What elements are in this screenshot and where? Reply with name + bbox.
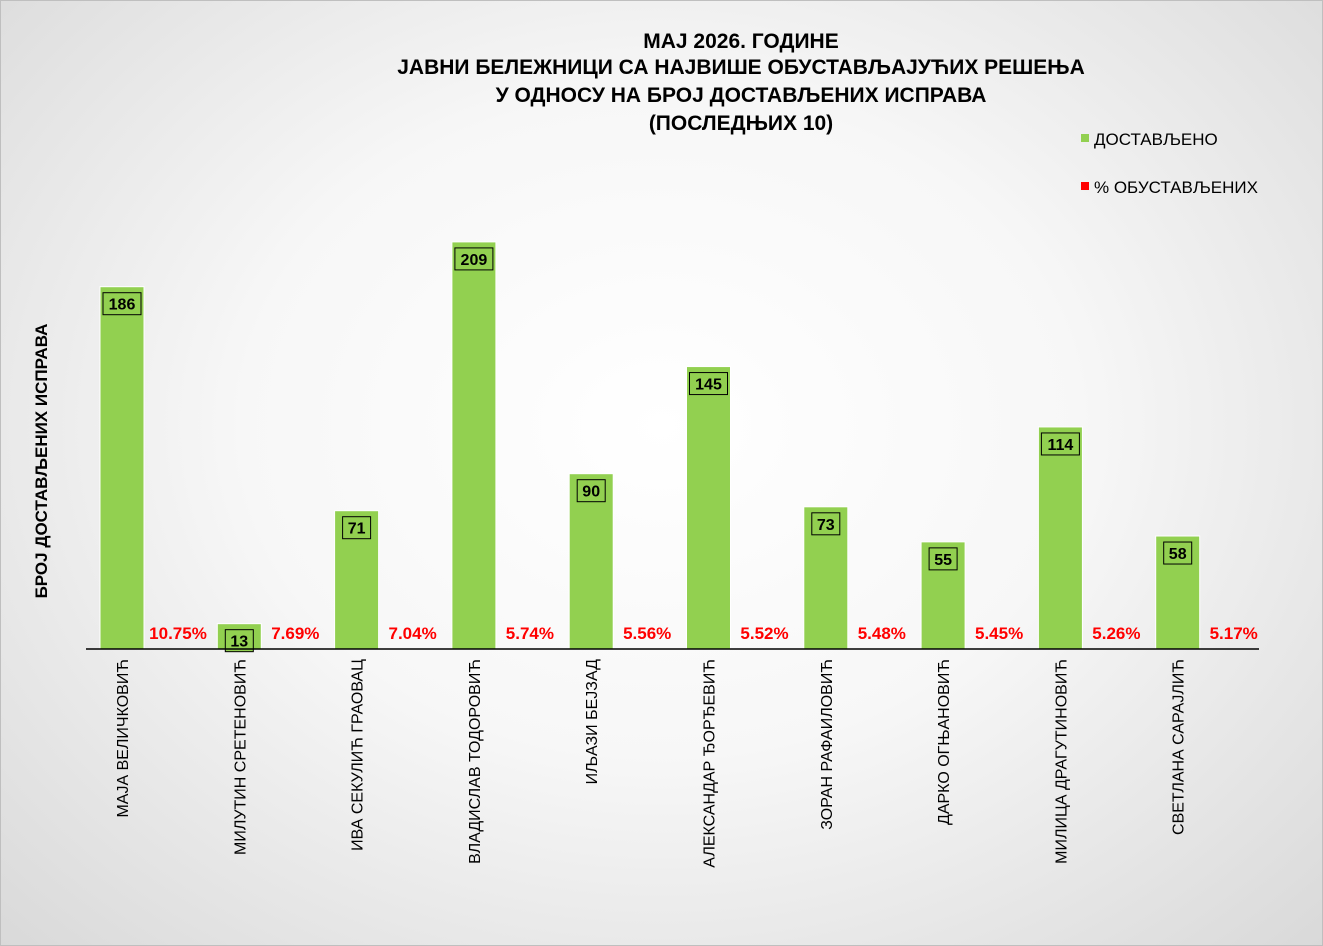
value-label-box — [102, 292, 142, 316]
category-label: ИЉАЗИ БЕЈЗАД — [584, 659, 601, 785]
percent-label: 5.17% — [1210, 624, 1258, 643]
legend-label-delivered: ДОСТАВЉЕНО — [1094, 130, 1218, 149]
value-label-box — [811, 512, 841, 536]
category-label: ДАРКО ОГЊАНОВИЋ — [936, 659, 953, 825]
y-axis-label: БРОЈ ДОСТАВЉЕНИХ ИСПРАВА — [32, 324, 51, 599]
bars-layer: 186 10.75% МАЈА ВЕЛИЧКОВИЋ 13 7.69% МИЛУТИН С… — [99, 241, 1258, 868]
value-label: 186 — [109, 297, 136, 314]
percent-label: 5.56% — [623, 624, 671, 643]
category-label: АЛЕКСАНДАР ЂОРЂЕВИЋ — [702, 659, 719, 868]
bar-delivered — [686, 366, 731, 650]
value-label: 71 — [348, 521, 366, 538]
category-label: ВЛАДИСЛАВ ТОДОРОВИЋ — [467, 659, 484, 864]
percent-label: 10.75% — [149, 624, 207, 643]
value-label: 55 — [934, 552, 952, 569]
percent-label: 5.74% — [506, 624, 554, 643]
percent-label: 5.45% — [975, 624, 1023, 643]
value-label: 114 — [1047, 437, 1073, 454]
value-label: 58 — [1169, 546, 1187, 563]
value-label-box — [689, 372, 728, 396]
value-label-box — [1163, 541, 1193, 565]
category-label: МАЈА ВЕЛИЧКОВИЋ — [115, 659, 132, 818]
category-label: МИЛИЦА ДРАГУТИНОВИЋ — [1053, 659, 1070, 864]
value-label: 209 — [461, 252, 488, 269]
percent-label: 5.52% — [740, 624, 788, 643]
value-label-box — [342, 516, 372, 540]
value-label-box — [454, 247, 494, 271]
legend: ДОСТАВЉЕНО % ОБУСТАВЉЕНИХ — [1081, 130, 1258, 197]
category-label: МИЛУТИН СРЕТЕНОВИЋ — [232, 659, 249, 855]
value-label: 13 — [230, 634, 248, 651]
percent-label: 7.04% — [388, 624, 436, 643]
value-label: 90 — [582, 484, 600, 501]
value-label-box — [1040, 432, 1080, 456]
bar-delivered — [1037, 426, 1083, 650]
percent-label: 5.26% — [1092, 624, 1140, 643]
value-label: 145 — [695, 377, 722, 394]
legend-swatch-delivered — [1081, 134, 1089, 142]
subtitle-line-3: (ПОСЛЕДЊИХ 10) — [649, 112, 833, 135]
category-label: ЗОРАН РАФАИЛОВИЋ — [819, 659, 836, 830]
chart-title: МАЈ 2026. ГОДИНЕ ЈАВНИ БЕЛЕЖНИЦИ СА НАЈВ… — [397, 30, 1085, 135]
percent-label: 7.69% — [271, 624, 319, 643]
percent-label: 5.48% — [858, 624, 906, 643]
category-label: СВЕТЛАНА САРАЈЛИЋ — [1171, 659, 1188, 835]
subtitle-line-2: У ОДНОСУ НА БРОЈ ДОСТАВЉЕНИХ ИСПРАВА — [496, 84, 987, 107]
bar-delivered — [451, 241, 497, 650]
value-label-box — [576, 479, 606, 503]
subtitle-line-1: ЈАВНИ БЕЛЕЖНИЦИ СА НАЈВИШЕ ОБУСТАВЉАЈУЋИ… — [397, 56, 1085, 79]
legend-swatch-suspended-pct — [1081, 182, 1089, 190]
value-label-box — [224, 629, 254, 653]
value-label: 73 — [817, 517, 835, 534]
title-line-1: МАЈ 2026. ГОДИНЕ — [643, 30, 838, 53]
bar-delivered — [99, 286, 145, 650]
value-label-box — [928, 547, 958, 571]
bar-delivered — [568, 473, 614, 650]
category-label: ИВА СЕКУЛИЋ ГРАОВАЦ — [350, 659, 367, 851]
legend-label-suspended-pct: % ОБУСТАВЉЕНИХ — [1094, 178, 1258, 197]
